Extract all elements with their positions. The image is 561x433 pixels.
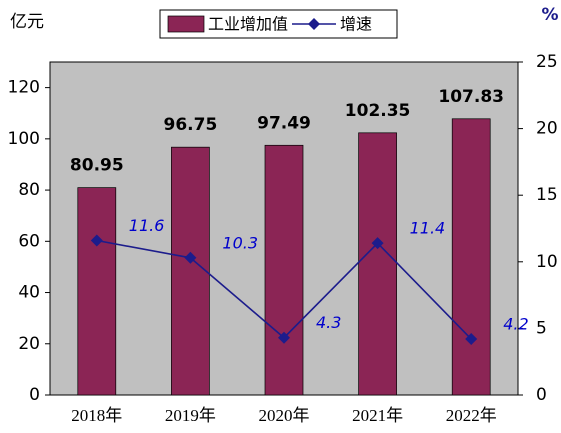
y2-tick-label: 10 — [536, 252, 558, 272]
bar — [451, 118, 491, 396]
x-tick-label: 2022年 — [446, 406, 497, 425]
y-tick-label: 60 — [18, 231, 40, 251]
y-axis-label: 亿元 — [10, 12, 44, 32]
bar-value-label: 97.49 — [257, 113, 311, 133]
line-value-label: 11.6 — [129, 216, 165, 235]
y-tick-label: 100 — [8, 129, 40, 149]
y2-tick-label: 25 — [536, 52, 558, 72]
y2-tick-label: 20 — [536, 119, 558, 139]
y-tick-label: 20 — [18, 334, 40, 354]
legend-marker — [308, 18, 320, 30]
line-value-label: 11.4 — [410, 219, 446, 238]
line-value-label: 10.3 — [222, 233, 258, 252]
legend-label: 增速 — [340, 15, 372, 34]
y2-tick-label: 15 — [536, 185, 558, 205]
line-marker — [184, 251, 197, 264]
x-tick-label: 2021年 — [352, 406, 403, 425]
y2-tick-label: 5 — [536, 318, 547, 338]
x-tick-label: 2019年 — [165, 406, 216, 425]
y-tick-label: 0 — [29, 385, 40, 405]
line-marker — [278, 331, 290, 344]
bar-value-label: 80.95 — [70, 156, 124, 176]
x-tick-label: 2018年 — [71, 406, 122, 425]
y-tick-label: 80 — [18, 180, 40, 200]
bar — [77, 187, 117, 396]
bar-value-label: 102.35 — [345, 101, 411, 121]
bar — [264, 144, 304, 396]
line-value-label: 4.3 — [316, 313, 341, 332]
line-value-label: 4.2 — [503, 315, 528, 334]
bar — [358, 132, 397, 396]
y-tick-label: 120 — [8, 78, 40, 98]
y-tick-label: 40 — [18, 283, 40, 303]
y2-tick-label: 0 — [536, 385, 547, 405]
line-marker — [465, 333, 478, 346]
y2-axis-label: % — [541, 5, 558, 25]
bar-value-label: 96.75 — [164, 115, 218, 135]
bar-value-label: 107.83 — [438, 87, 504, 107]
bar — [171, 146, 210, 396]
x-tick-label: 2020年 — [259, 406, 310, 425]
legend-swatch — [167, 15, 205, 33]
legend-label: 工业增加值 — [208, 15, 288, 34]
line-marker — [90, 234, 103, 247]
line-marker — [371, 237, 384, 250]
